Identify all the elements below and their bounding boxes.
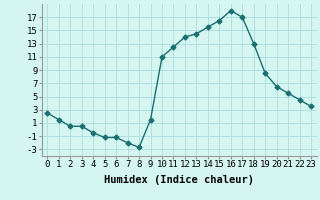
X-axis label: Humidex (Indice chaleur): Humidex (Indice chaleur) <box>104 175 254 185</box>
